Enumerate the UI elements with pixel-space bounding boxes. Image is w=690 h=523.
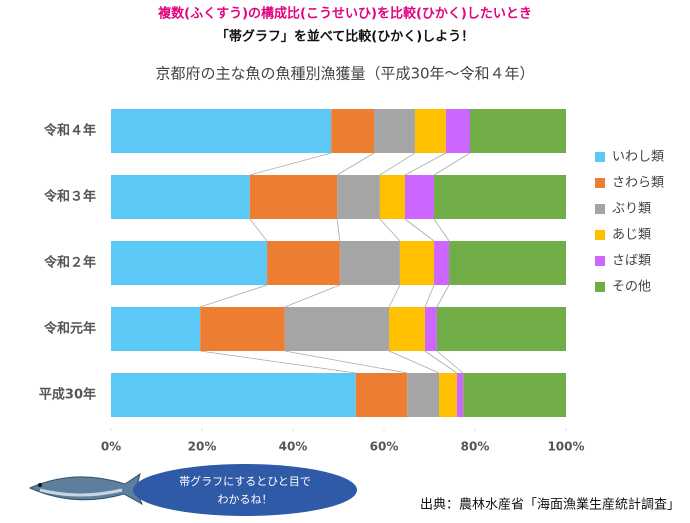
x-tick-label: 0%	[101, 440, 121, 454]
bar-segment	[331, 109, 374, 153]
bar-segment	[267, 241, 340, 285]
legend-swatch	[595, 178, 605, 188]
heading: 「帯グラフ」を並べて比較(ひかく)しよう！	[216, 29, 474, 45]
x-tick-label: 100%	[547, 440, 584, 454]
note: 帯グラフにするとひと目で	[179, 474, 311, 488]
connector	[433, 218, 450, 242]
legend-label: いわし類	[612, 150, 664, 165]
legend-label: あじ類	[612, 228, 651, 243]
bar-segment	[436, 307, 566, 351]
legend-swatch	[595, 204, 605, 214]
legend-swatch	[595, 282, 605, 292]
connector	[424, 284, 435, 308]
y-tick-label: 平成30年	[39, 387, 96, 403]
x-tick-label: 40%	[279, 440, 308, 454]
bar-segment	[456, 373, 464, 417]
bar-segment	[439, 373, 457, 417]
connector	[436, 350, 464, 374]
connector	[433, 152, 471, 176]
note: わかるね！	[218, 493, 273, 506]
bar-segment	[111, 307, 201, 351]
source: 出典：農林水産省「海面漁業生産統計調査」	[420, 497, 680, 513]
bar-segment	[111, 109, 332, 153]
legend-swatch	[595, 256, 605, 266]
y-tick-label: 令和４年	[44, 123, 96, 139]
bar-segment	[449, 241, 566, 285]
bar-segment	[424, 307, 437, 351]
bar-segment	[445, 109, 470, 153]
y-tick-label: 令和２年	[44, 255, 96, 271]
x-tick-label: 80%	[461, 440, 490, 454]
bar-segment	[379, 175, 405, 219]
connector	[404, 218, 435, 242]
connector	[336, 152, 375, 176]
legend-label: さば類	[612, 254, 651, 269]
legend-label: その他	[612, 280, 651, 295]
bar-segment	[469, 109, 566, 153]
bar-segment	[284, 307, 390, 351]
bar-segment	[404, 175, 435, 219]
speech-bubble	[133, 464, 357, 516]
bar-segment	[337, 175, 380, 219]
connector	[379, 218, 401, 242]
bar-segment	[373, 109, 415, 153]
connector	[436, 284, 450, 308]
bar-segment	[355, 373, 408, 417]
connector	[284, 284, 341, 308]
connector	[200, 350, 356, 374]
bar-segment	[111, 373, 356, 417]
connector	[424, 350, 458, 374]
heading: 複数(ふくすう)の構成比(こうせいひ)を比較(ひかく)したいとき	[157, 6, 532, 22]
connector	[249, 218, 268, 242]
connector	[404, 152, 447, 176]
connector	[336, 218, 341, 242]
x-tick-label: 20%	[188, 440, 217, 454]
bar-segment	[200, 307, 285, 351]
y-tick-label: 令和元年	[44, 321, 96, 337]
legend-swatch	[595, 230, 605, 240]
bar-segment	[399, 241, 435, 285]
y-tick-label: 令和３年	[44, 189, 96, 205]
bar-segment	[111, 241, 268, 285]
bar-segment	[111, 175, 250, 219]
connector	[284, 350, 408, 374]
bar-segment	[414, 109, 446, 153]
bar-segment	[249, 175, 338, 219]
connector	[249, 152, 332, 176]
bar-segment	[407, 373, 440, 417]
legend-swatch	[595, 152, 605, 162]
bar-segment	[463, 373, 566, 417]
legend-label: ぶり類	[612, 202, 651, 217]
x-tick-label: 60%	[370, 440, 399, 454]
chart-title: 京都府の主な魚の魚種別漁獲量（平成30年～令和４年）	[155, 65, 534, 83]
connector	[200, 284, 268, 308]
connector	[379, 152, 416, 176]
legend-label: さわら類	[612, 176, 664, 191]
bar-segment	[339, 241, 400, 285]
connector	[388, 284, 401, 308]
bar-segment	[389, 307, 425, 351]
bar-segment	[434, 241, 450, 285]
connector	[388, 350, 440, 374]
fish	[28, 472, 144, 506]
bar-segment	[434, 175, 566, 219]
